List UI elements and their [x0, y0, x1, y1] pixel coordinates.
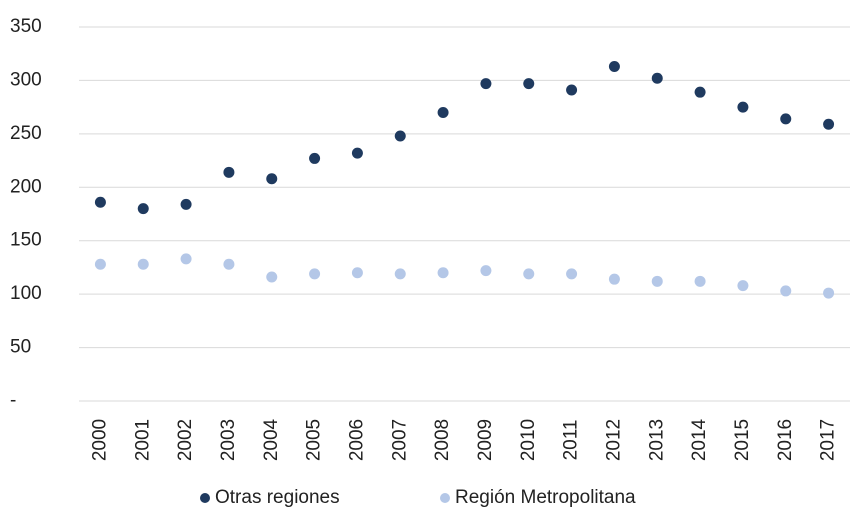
legend-marker [440, 493, 450, 503]
legend-label: Región Metropolitana [455, 487, 636, 508]
dot [608, 61, 620, 73]
dot [694, 275, 706, 287]
y-tick-label: 250 [10, 123, 42, 144]
dot [523, 268, 535, 280]
dot [823, 287, 835, 299]
dot [394, 268, 406, 280]
dot [437, 106, 449, 118]
x-tick-label: 2006 [346, 419, 367, 461]
x-tick-label: 2017 [818, 419, 839, 461]
x-tick-label: 2014 [689, 418, 710, 461]
dot [780, 113, 792, 125]
dot [823, 118, 835, 130]
dot [94, 196, 106, 208]
dot [351, 267, 363, 279]
dot [523, 78, 535, 90]
dot [566, 268, 578, 280]
x-tick-label: 2013 [646, 419, 667, 461]
x-tick-label: 2010 [518, 419, 539, 461]
dot [651, 275, 663, 287]
x-tick-label: 2011 [561, 420, 582, 461]
y-tick-label: 350 [10, 16, 42, 37]
dot [266, 173, 278, 185]
dot [437, 267, 449, 279]
dot [694, 86, 706, 98]
dot [651, 72, 663, 84]
x-tick-label: 2000 [89, 419, 110, 461]
x-tick-label: 2016 [775, 419, 796, 461]
dot [608, 273, 620, 285]
dot [566, 84, 578, 96]
legend-label: Otras regiones [215, 487, 340, 508]
x-tick-label: 2012 [603, 419, 624, 461]
dot [780, 285, 792, 297]
dot [266, 271, 278, 283]
dot [180, 198, 192, 210]
x-tick-label: 2002 [175, 419, 196, 461]
dot [737, 280, 749, 292]
y-tick-label: 150 [10, 230, 42, 251]
y-tick-label: - [10, 390, 16, 411]
x-tick-label: 2008 [432, 419, 453, 461]
dot [137, 258, 149, 270]
y-tick-label: 50 [10, 337, 31, 358]
dot [737, 101, 749, 113]
x-tick-label: 2003 [218, 419, 239, 461]
dot [223, 166, 235, 178]
x-tick-label: 2001 [132, 419, 153, 461]
x-tick-label: 2007 [389, 419, 410, 461]
dot [394, 130, 406, 142]
dot [309, 152, 321, 164]
dot [309, 268, 321, 280]
y-tick-label: 100 [10, 283, 42, 304]
dot [137, 203, 149, 215]
dot [480, 78, 492, 90]
dot [223, 258, 235, 270]
y-tick-label: 300 [10, 69, 42, 90]
dot [94, 258, 106, 270]
x-tick-label: 2005 [304, 419, 325, 461]
legend-marker [200, 493, 210, 503]
x-tick-label: 2004 [261, 418, 282, 461]
dot [351, 147, 363, 159]
x-tick-label: 2009 [475, 419, 496, 461]
dot [180, 253, 192, 265]
x-tick-label: 2015 [732, 419, 753, 461]
y-tick-label: 200 [10, 176, 42, 197]
dot [480, 265, 492, 277]
